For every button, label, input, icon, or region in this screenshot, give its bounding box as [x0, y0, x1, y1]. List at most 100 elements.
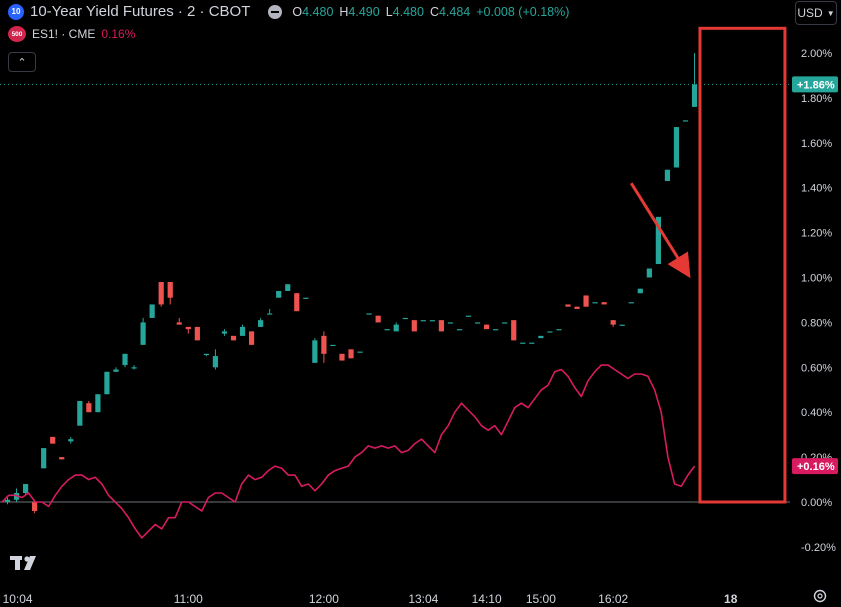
candle — [41, 448, 47, 469]
compare-series-legend[interactable]: 500 ES1! · CME 0.16% — [8, 26, 135, 42]
candle — [411, 320, 417, 332]
y-tick-label: 1.40% — [801, 183, 832, 195]
candle — [456, 329, 463, 331]
candle — [248, 331, 255, 345]
candle — [474, 322, 481, 324]
candle — [294, 293, 300, 312]
candle — [176, 317, 182, 325]
candle — [194, 326, 200, 341]
candle — [131, 365, 137, 370]
candle — [583, 295, 589, 307]
candle — [330, 344, 336, 347]
candle — [357, 351, 363, 353]
candle — [375, 315, 381, 323]
candle — [276, 290, 282, 298]
x-tick-label: 18 — [724, 592, 738, 606]
y-tick-label: 0.00% — [801, 497, 832, 509]
settings-gear-icon[interactable] — [812, 588, 828, 604]
y-tick-label: 1.80% — [801, 93, 832, 105]
ohlc-values: O4.480 H4.490 L4.480 C4.484 +0.008 (+0.1… — [292, 5, 569, 19]
candle — [158, 281, 164, 307]
candle — [221, 329, 228, 336]
candle — [59, 457, 65, 460]
x-tick-label: 13:04 — [408, 592, 438, 606]
y-tick-label: 0.40% — [801, 407, 832, 419]
ohlc-change: +0.008 (+0.18%) — [476, 4, 570, 19]
candle — [122, 353, 128, 368]
chart-legend: 10 10-Year Yield Futures · 2 · CBOT O4.4… — [0, 0, 790, 48]
symbol-logo-icon: 10 — [8, 3, 24, 20]
ohlc-close: C4.484 — [429, 4, 471, 19]
candle — [502, 322, 508, 324]
candle — [529, 342, 535, 344]
candle — [267, 308, 273, 315]
ohlc-open: O4.480 — [292, 4, 334, 19]
x-tick-label: 12:00 — [309, 592, 339, 606]
candle — [637, 288, 643, 294]
candle — [113, 367, 119, 372]
candle — [429, 320, 435, 322]
candle — [610, 320, 616, 327]
candle — [646, 268, 652, 278]
y-tick-label: 1.20% — [801, 228, 832, 240]
ohlc-low: L4.480 — [385, 4, 424, 19]
hide-series-icon[interactable] — [268, 4, 283, 19]
candle — [212, 349, 219, 370]
es-logo-icon: 500 — [8, 26, 26, 42]
compare-percent: 0.16% — [101, 27, 136, 41]
candle — [258, 317, 264, 327]
candle — [185, 326, 191, 334]
x-tick-label: 10:04 — [3, 592, 33, 606]
candle — [420, 320, 426, 322]
chevron-up-icon: ⌃ — [17, 56, 27, 69]
candle — [574, 306, 580, 309]
candle — [285, 284, 291, 291]
x-tick-label: 14:10 — [472, 592, 502, 606]
currency-selector[interactable]: USD ▼ — [795, 1, 837, 25]
chevron-down-icon: ▼ — [826, 8, 835, 18]
candle — [312, 338, 318, 363]
candle — [682, 120, 689, 122]
collapse-legend-button[interactable]: ⌃ — [8, 52, 36, 72]
candle — [493, 329, 499, 331]
y-tick-label: 1.60% — [801, 138, 832, 150]
candle — [140, 317, 146, 345]
y-tick-label: 0.80% — [801, 317, 832, 329]
symbol-title[interactable]: 10-Year Yield Futures · 2 · CBOT — [30, 3, 251, 20]
candle — [547, 331, 553, 333]
compare-series-line — [1, 364, 696, 539]
candle — [4, 497, 11, 505]
svg-text:+0.16%: +0.16% — [797, 461, 835, 473]
candle — [484, 324, 490, 330]
candle — [366, 313, 372, 315]
axis-price-label: +1.86% — [792, 76, 838, 93]
candle — [402, 317, 408, 320]
candle — [230, 335, 237, 341]
candle — [22, 484, 29, 496]
candles — [4, 53, 698, 514]
candle — [203, 353, 209, 357]
candle — [556, 329, 562, 331]
svg-text:+1.86%: +1.86% — [797, 79, 835, 91]
y-tick-label: 2.00% — [801, 48, 832, 60]
candle — [339, 353, 345, 361]
annotation-arrow[interactable] — [629, 182, 691, 279]
candle — [592, 302, 598, 304]
main-series-legend[interactable]: 10 10-Year Yield Futures · 2 · CBOT O4.4… — [8, 3, 569, 20]
candle — [393, 322, 399, 332]
currency-label: USD — [797, 6, 823, 20]
candle — [438, 320, 445, 332]
candle — [628, 302, 634, 304]
x-tick-label: 16:02 — [598, 592, 628, 606]
y-tick-label: 0.60% — [801, 362, 832, 374]
candle — [104, 371, 110, 395]
highlight-box[interactable] — [698, 26, 787, 504]
candle — [565, 304, 571, 307]
candle — [511, 320, 517, 341]
candle — [86, 400, 92, 413]
candle — [348, 349, 354, 359]
candle — [447, 322, 454, 324]
candle — [601, 302, 607, 305]
compare-symbol-label[interactable]: ES1! · CME — [32, 27, 96, 41]
